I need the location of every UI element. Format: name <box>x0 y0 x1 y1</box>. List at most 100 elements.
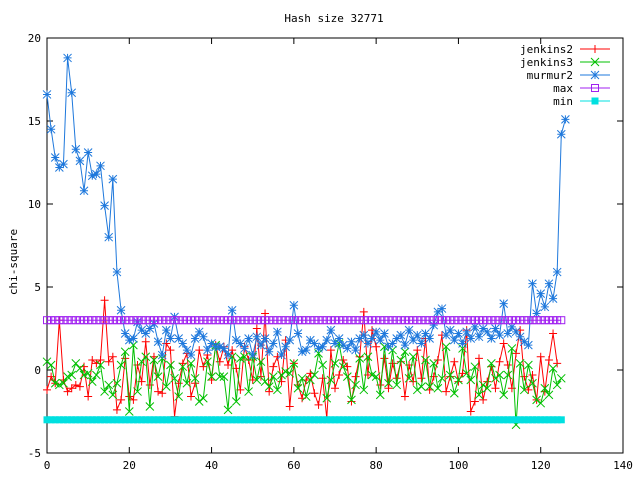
data-point-murmur2 <box>449 335 459 345</box>
data-point-murmur2 <box>486 334 496 343</box>
data-point-jenkins3 <box>149 355 159 365</box>
data-point-min <box>508 416 516 424</box>
data-point-jenkins3 <box>474 390 484 400</box>
data-point-max <box>462 316 471 325</box>
data-point-min <box>278 416 286 424</box>
data-point-max <box>503 316 512 325</box>
data-point-max <box>368 316 377 325</box>
data-point-min <box>360 416 368 424</box>
data-point-jenkins3 <box>433 383 443 393</box>
data-point-murmur2 <box>104 232 114 242</box>
plot-frame <box>46 37 624 454</box>
data-point-min <box>520 416 528 424</box>
data-point-max <box>51 316 60 325</box>
data-point-jenkins3 <box>338 362 348 372</box>
data-point-min <box>491 416 499 424</box>
data-point-jenkins2 <box>224 361 233 370</box>
y-axis-label: chi-square <box>7 229 20 295</box>
data-point-murmur2 <box>495 330 504 340</box>
data-point-murmur2 <box>227 305 237 315</box>
data-point-murmur2 <box>71 144 81 154</box>
data-point-max <box>166 316 175 325</box>
data-point-jenkins3 <box>186 359 196 368</box>
data-point-min <box>183 416 191 424</box>
data-point-jenkins2 <box>503 361 512 370</box>
data-point-min <box>442 416 450 424</box>
data-point-max <box>92 316 101 325</box>
data-point-murmur2 <box>190 334 200 343</box>
data-point-min <box>195 416 203 424</box>
data-point-min <box>154 416 162 424</box>
data-point-min <box>80 416 88 424</box>
data-point-murmur2 <box>400 340 410 350</box>
data-point-jenkins3 <box>252 375 262 385</box>
data-point-max <box>187 316 195 325</box>
data-point-jenkins2 <box>544 356 553 365</box>
data-point-jenkins2 <box>310 389 319 398</box>
data-point-min <box>134 416 142 424</box>
data-point-murmur2 <box>458 339 467 348</box>
data-point-min <box>76 416 84 424</box>
data-point-jenkins3 <box>482 383 492 393</box>
data-point-jenkins2 <box>84 392 93 401</box>
data-point-max <box>240 316 249 325</box>
x-tick-label: 40 <box>205 459 218 472</box>
data-point-murmur2 <box>466 334 476 343</box>
data-point-max <box>458 316 467 325</box>
data-point-jenkins3 <box>540 383 550 393</box>
data-point-min <box>549 416 557 424</box>
data-point-jenkins3 <box>454 375 463 385</box>
data-point-max <box>512 316 521 325</box>
legend-label-murmur2: murmur2 <box>527 69 573 82</box>
data-point-murmur2 <box>536 289 546 298</box>
data-point-max <box>520 316 529 325</box>
data-point-min <box>187 416 195 424</box>
data-point-murmur2 <box>96 161 105 171</box>
x-tick-label: 60 <box>287 459 300 472</box>
data-point-murmur2 <box>273 327 282 337</box>
data-point-max <box>273 316 282 325</box>
data-point-min <box>175 416 183 424</box>
data-point-jenkins3 <box>322 393 332 403</box>
data-point-max <box>322 316 331 325</box>
data-point-murmur2 <box>182 345 192 355</box>
data-point-jenkins2 <box>154 387 163 396</box>
data-point-jenkins2 <box>125 392 134 401</box>
series-layer <box>42 53 570 430</box>
data-point-murmur2 <box>161 325 171 335</box>
data-point-jenkins3 <box>256 357 266 367</box>
y-tick-label: 10 <box>28 198 41 211</box>
legend-marker-max <box>591 84 599 92</box>
data-point-jenkins2 <box>450 357 459 366</box>
data-point-min <box>364 416 372 424</box>
data-point-jenkins3 <box>466 375 476 385</box>
data-point-max <box>215 316 224 325</box>
data-point-jenkins3 <box>524 360 533 370</box>
data-point-max <box>228 316 237 325</box>
data-point-jenkins3 <box>100 387 109 396</box>
data-point-max <box>524 316 533 325</box>
data-point-murmur2 <box>462 327 472 337</box>
data-point-jenkins2 <box>71 380 80 389</box>
data-point-murmur2 <box>532 309 541 318</box>
data-point-murmur2 <box>63 53 72 63</box>
data-point-min <box>352 416 360 424</box>
data-point-min <box>142 416 150 424</box>
data-point-jenkins3 <box>141 352 151 362</box>
data-point-jenkins3 <box>318 360 328 370</box>
data-point-murmur2 <box>112 267 122 277</box>
data-point-min <box>245 416 253 424</box>
data-point-murmur2 <box>388 339 397 348</box>
data-point-murmur2 <box>236 339 245 348</box>
data-point-max <box>100 316 109 325</box>
data-point-min <box>545 416 553 424</box>
data-point-jenkins3 <box>145 402 155 411</box>
x-tick-label: 80 <box>370 459 383 472</box>
data-point-min <box>109 416 117 424</box>
data-point-min <box>84 416 92 424</box>
data-point-min <box>129 416 137 424</box>
data-point-jenkins2 <box>75 382 84 391</box>
data-point-jenkins2 <box>400 392 409 401</box>
data-point-murmur2 <box>519 337 529 347</box>
